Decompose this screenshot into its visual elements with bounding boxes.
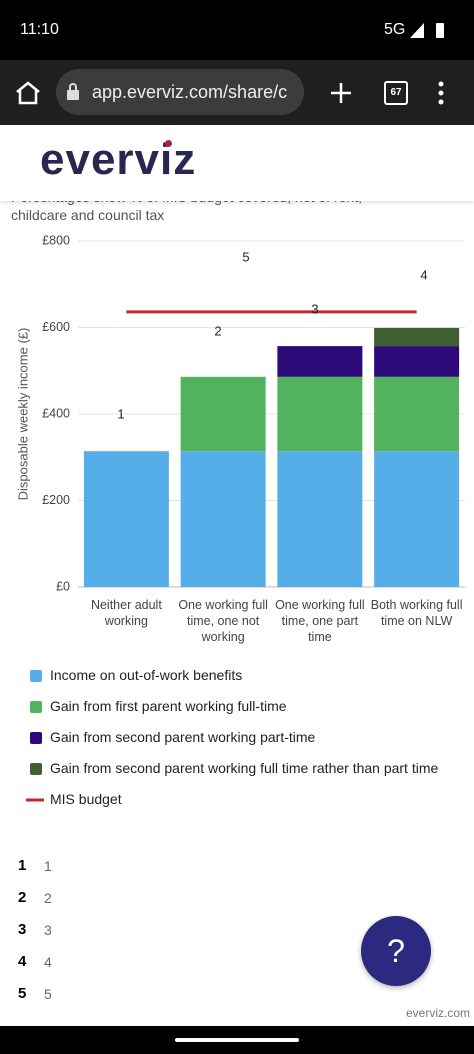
bar-segment xyxy=(83,451,169,587)
y-tick-label: £600 xyxy=(42,320,70,334)
annotation: 2 xyxy=(214,323,221,338)
bar-segment xyxy=(374,376,460,452)
note-number: 5 xyxy=(18,985,27,1002)
x-tick-label: Neither adult working xyxy=(90,598,162,628)
note-text: 4 xyxy=(44,954,52,970)
bar-segment xyxy=(374,451,460,587)
annotation: 4 xyxy=(420,267,427,282)
help-button[interactable]: ? xyxy=(361,916,431,986)
site-header: everviz xyxy=(0,125,474,201)
legend-symbol xyxy=(30,670,42,682)
tab-count[interactable]: 67 xyxy=(384,81,408,105)
logo[interactable]: everviz xyxy=(40,135,197,184)
menu-button[interactable] xyxy=(434,80,448,106)
bar-segment xyxy=(277,346,363,377)
legend-item[interactable]: Income on out-of-work benefits xyxy=(50,667,243,683)
legend-symbol xyxy=(30,732,42,744)
logo-dot xyxy=(165,140,172,147)
status-icons xyxy=(410,23,444,38)
note-text: 1 xyxy=(44,858,52,874)
legend-item[interactable]: Gain from second parent working part-tim… xyxy=(50,729,316,745)
lock-icon xyxy=(67,83,79,100)
bar-segment xyxy=(277,376,363,452)
url: app.everviz.com/share/c xyxy=(92,82,288,102)
note-number: 4 xyxy=(18,953,27,970)
y-tick-label: £400 xyxy=(42,406,70,420)
annotation: 1 xyxy=(117,406,124,421)
legend-item[interactable]: Gain from first parent working full-time xyxy=(50,698,287,714)
legend-item[interactable]: Gain from second parent working full tim… xyxy=(50,760,439,776)
browser-bar: app.everviz.com/share/c 67 xyxy=(0,60,474,125)
note-number: 1 xyxy=(18,857,27,874)
x-tick-label: One working full time, one not working xyxy=(178,598,268,644)
note-number: 2 xyxy=(18,889,27,906)
new-tab-button[interactable] xyxy=(328,80,354,106)
y-tick-label: £800 xyxy=(42,233,70,247)
note-text: 2 xyxy=(44,890,52,906)
bar-segment xyxy=(374,346,460,377)
annotation: 3 xyxy=(311,301,318,316)
legend-symbol xyxy=(30,763,42,775)
note-text: 3 xyxy=(44,922,52,938)
bar-segment xyxy=(180,376,266,452)
nav-handle xyxy=(175,1038,299,1042)
subtitle-line: childcare and council tax xyxy=(11,207,164,223)
x-tick-label: Both working full time on NLW xyxy=(370,598,463,628)
bar-segment xyxy=(180,451,266,587)
footer-link[interactable]: everviz.com xyxy=(406,1006,471,1020)
note-number: 3 xyxy=(18,921,27,938)
status-bar: 11:10 5G xyxy=(0,0,474,60)
nav-bar xyxy=(0,1026,474,1054)
y-tick-label: £0 xyxy=(56,579,70,593)
time: 11:10 xyxy=(20,21,59,38)
note-text: 5 xyxy=(44,986,52,1002)
url-field[interactable]: app.everviz.com/share/c xyxy=(56,69,304,115)
y-tick-label: £200 xyxy=(42,493,70,507)
home-button[interactable] xyxy=(14,80,42,106)
y-axis-label: Disposable weekly income (£) xyxy=(15,328,30,501)
network: 5G xyxy=(384,21,406,38)
legend-item[interactable]: MIS budget xyxy=(50,791,122,807)
x-tick-label: One working full time, one part time xyxy=(275,598,365,644)
legend-symbol xyxy=(30,701,42,713)
bar-segment xyxy=(374,327,460,347)
annotation: 5 xyxy=(242,249,249,264)
bar-segment xyxy=(277,451,363,587)
